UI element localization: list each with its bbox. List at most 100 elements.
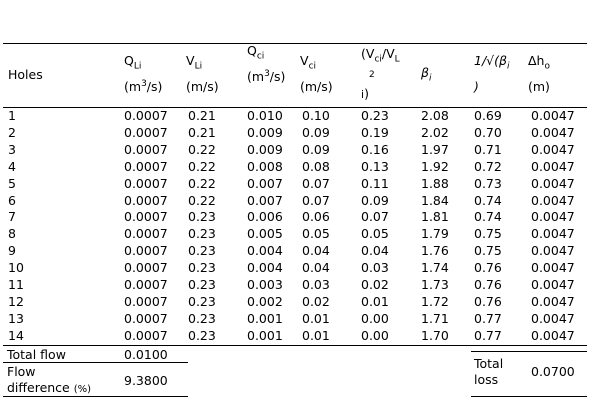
col-header-qli: QLi (m3/s) [124,54,162,94]
table-bottom-rule-left [3,396,188,397]
cell-vli: 0.23 [188,260,216,276]
cell-hole: 10 [8,260,24,276]
cell-velocity-ratio: 0.09 [361,192,389,208]
cell-velocity-ratio: 0.02 [361,277,389,292]
cell-inverse-root-beta: 0.76 [474,293,502,309]
cell-qli: 0.0007 [124,108,168,123]
cell-qli: 0.0007 [124,293,168,309]
cell-vci: 0.06 [302,209,330,225]
cell-qli: 0.0007 [124,209,168,225]
table-bottom-rule-right [471,396,587,397]
cell-velocity-ratio: 0.01 [361,293,389,309]
cell-qci: 0.006 [247,209,283,225]
cell-velocity-ratio: 0.03 [361,260,389,276]
cell-velocity-ratio: 0.19 [361,124,389,140]
cell-hole: 14 [8,327,24,343]
cell-vci: 0.01 [302,310,330,326]
cell-inverse-root-beta: 0.77 [474,310,502,326]
vli-symbol: V [186,53,195,68]
vci-subscript: ci [308,61,317,72]
cell-qci: 0.003 [247,277,283,292]
cell-head-loss: 0.0047 [531,209,575,225]
cell-qci: 0.001 [247,310,283,326]
cell-velocity-ratio: 0.23 [361,108,389,123]
ratio-line2-sub: i [361,88,365,101]
cell-vci: 0.09 [302,124,330,140]
cell-vci: 0.07 [302,192,330,208]
cell-beta: 1.84 [421,192,449,208]
cell-hole: 5 [8,175,16,191]
cell-vci: 0.10 [302,108,330,123]
total-flow-rule-left [3,362,188,363]
flow-difference-label-line2: difference [7,380,70,395]
cell-qli: 0.0007 [124,226,168,242]
total-flow-label: Total flow [7,347,66,362]
header-bottom-rule [3,107,587,108]
qci-symbol: Q [247,43,257,58]
ratio-close: ) [364,86,369,101]
cell-inverse-root-beta: 0.70 [474,124,502,140]
cell-qci: 0.010 [247,108,283,123]
cell-vci: 0.05 [302,226,330,242]
cell-qli: 0.0007 [124,192,168,208]
total-flow-value: 0.0100 [124,347,168,362]
cell-hole: 12 [8,293,24,309]
cell-qci: 0.001 [247,327,283,343]
cell-vli: 0.22 [188,192,216,208]
ratio-sub2: L [394,54,400,65]
flow-difference-unit: (%) [73,384,92,395]
cell-hole: 1 [8,108,16,123]
cell-vli: 0.21 [188,124,216,140]
cell-qli: 0.0007 [124,175,168,191]
cell-vci: 0.04 [302,243,330,259]
ratio-open: (V [361,46,375,61]
cell-head-loss: 0.0047 [531,277,575,292]
cell-head-loss: 0.0047 [531,327,575,343]
dh-symbol: Δh [528,53,545,68]
qci-unit-sup: 3 [264,68,270,79]
inv-line2: ) [474,79,479,94]
cell-vci: 0.03 [302,277,330,292]
cell-vli: 0.23 [188,243,216,259]
cell-vci: 0.09 [302,141,330,157]
inv-subscript: i [506,61,510,72]
qli-unit-pre: (m [124,79,142,94]
cell-head-loss: 0.0047 [531,175,575,191]
cell-qli: 0.0007 [124,141,168,157]
qli-symbol: Q [124,53,134,68]
vli-unit: (m/s) [186,79,219,94]
cell-qci: 0.007 [247,192,283,208]
rows-bottom-rule [3,345,587,346]
cell-vli: 0.23 [188,327,216,343]
cell-inverse-root-beta: 0.69 [474,108,502,123]
qli-unit-sup: 3 [141,78,147,89]
cell-velocity-ratio: 0.16 [361,141,389,157]
cell-hole: 3 [8,141,16,157]
cell-qci: 0.004 [247,260,283,276]
cell-hole: 4 [8,158,16,174]
cell-qli: 0.0007 [124,124,168,140]
cell-velocity-ratio: 0.00 [361,327,389,343]
cell-qli: 0.0007 [124,277,168,292]
cell-head-loss: 0.0047 [531,108,575,123]
vci-unit: (m/s) [300,79,333,94]
cell-qli: 0.0007 [124,158,168,174]
cell-velocity-ratio: 0.11 [361,175,389,191]
cell-hole: 13 [8,310,24,326]
cell-qli: 0.0007 [124,243,168,259]
cell-qci: 0.009 [247,124,283,140]
cell-vci: 0.01 [302,327,330,343]
cell-velocity-ratio: 0.07 [361,209,389,225]
cell-head-loss: 0.0047 [531,124,575,140]
cell-vli: 0.23 [188,310,216,326]
cell-inverse-root-beta: 0.75 [474,226,502,242]
cell-head-loss: 0.0047 [531,192,575,208]
ratio-sub1: ci [374,54,382,65]
cell-vli: 0.22 [188,158,216,174]
cell-velocity-ratio: 0.13 [361,158,389,174]
cell-beta: 2.08 [421,108,449,123]
col-header-holes: Holes [8,68,43,82]
cell-beta: 1.70 [421,327,449,343]
cell-inverse-root-beta: 0.72 [474,158,502,174]
cell-head-loss: 0.0047 [531,293,575,309]
